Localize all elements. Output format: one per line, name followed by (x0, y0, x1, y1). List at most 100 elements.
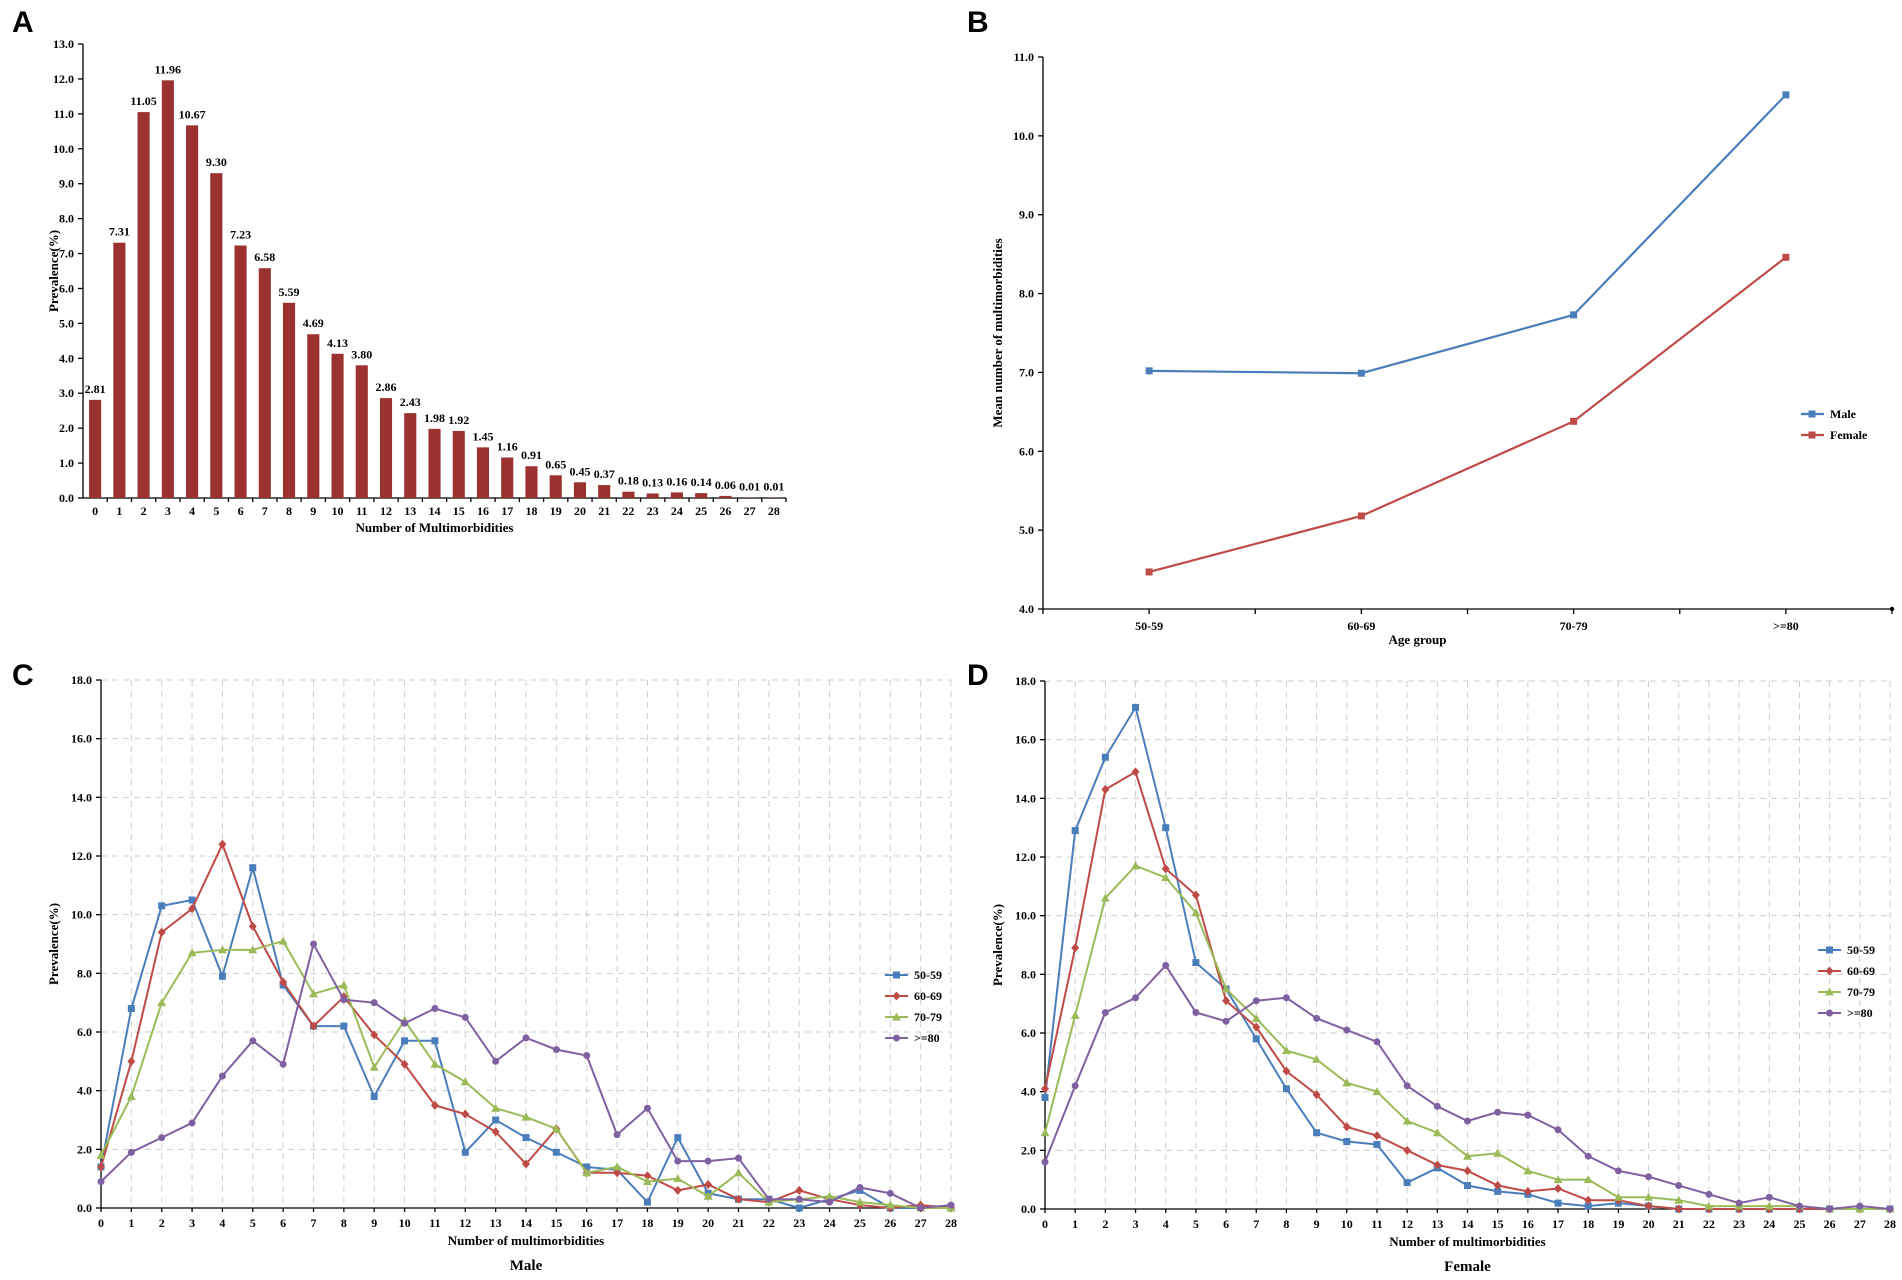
bar-data-label: 0.16 (666, 474, 687, 488)
bar-data-label: 0.06 (715, 478, 736, 492)
x-tick-label: 22 (763, 1216, 775, 1230)
data-point (1131, 861, 1141, 870)
data-point (1554, 1126, 1562, 1134)
data-point (97, 1162, 105, 1172)
y-tick-label: 0.0 (1021, 1202, 1036, 1216)
data-point (218, 972, 226, 980)
y-tick-label: 12.0 (1015, 850, 1036, 864)
bar-data-label: 2.86 (376, 380, 397, 394)
data-point (310, 940, 317, 948)
x-tick-label: 20 (1643, 1217, 1655, 1231)
bar (719, 495, 732, 498)
x-tick-label: 22 (1703, 1217, 1715, 1231)
data-point (1463, 1151, 1472, 1160)
data-point (279, 977, 288, 987)
x-tick-label: 4 (219, 1216, 225, 1230)
data-point (522, 1134, 530, 1142)
data-point (735, 1154, 742, 1162)
bar-data-label: 1.16 (497, 439, 518, 453)
x-tick-label: 15 (550, 1216, 562, 1230)
data-point (1342, 1078, 1352, 1087)
bar-data-label: 5.59 (279, 285, 300, 299)
x-tick-label: 6 (1223, 1217, 1229, 1231)
data-point (217, 945, 227, 954)
bar-data-label: 2.81 (85, 382, 106, 396)
data-point (188, 904, 197, 914)
x-tick-label: 12 (1401, 1217, 1413, 1231)
x-tick-label: 16 (581, 1216, 593, 1230)
data-point (370, 1030, 379, 1040)
data-point (1570, 311, 1578, 319)
data-point (1523, 1166, 1533, 1175)
x-tick-label: 8 (1283, 1217, 1289, 1231)
data-point (430, 1059, 440, 1068)
bar (234, 245, 247, 498)
data-point (1313, 1129, 1321, 1137)
data-point (1373, 1140, 1381, 1148)
data-point (734, 1194, 743, 1204)
x-tick-label: 25 (695, 504, 707, 518)
y-tick-label: 2.0 (77, 1142, 92, 1156)
bar (598, 485, 611, 498)
data-point (1041, 1084, 1049, 1094)
data-point (1584, 1202, 1592, 1210)
bar (695, 493, 708, 498)
x-tick-label: 10 (332, 504, 344, 518)
data-point (1704, 1201, 1714, 1210)
x-tick-label: 10 (1341, 1217, 1353, 1231)
data-point (1145, 568, 1153, 576)
data-point (127, 1005, 135, 1013)
series-line (1148, 256, 1787, 574)
data-point (157, 998, 167, 1007)
x-tick-label: 24 (671, 504, 683, 518)
x-tick-label: 10 (399, 1216, 411, 1230)
y-axis-title: Prevalence(%) (990, 904, 1005, 986)
data-point (1614, 1167, 1622, 1175)
data-point (1313, 1014, 1321, 1022)
data-point (370, 1093, 378, 1101)
data-point (1282, 994, 1290, 1002)
data-point (552, 1046, 560, 1054)
x-tick-label: 1 (128, 1216, 134, 1230)
bar (646, 493, 659, 498)
y-tick-label: 0.0 (77, 1201, 92, 1215)
bar-data-label: 9.30 (206, 155, 227, 169)
data-point (96, 1150, 106, 1159)
data-point (460, 1077, 470, 1086)
y-tick-label: 4.0 (1019, 602, 1034, 616)
data-point (1463, 1166, 1472, 1176)
x-axis-title: Number of multimorbidities (448, 1233, 604, 1248)
data-point (1343, 1026, 1351, 1034)
x-tick-label: 7 (1253, 1217, 1259, 1231)
x-tick-label: 7 (311, 1216, 317, 1230)
bar-data-label: 4.69 (303, 316, 324, 330)
bar (210, 173, 223, 498)
x-tick-label: 11 (356, 504, 367, 518)
data-point (1583, 1175, 1593, 1184)
x-tick-label: 23 (793, 1216, 805, 1230)
data-point (1252, 1035, 1260, 1043)
data-point (1145, 367, 1153, 375)
x-tick-label: 50-59 (1135, 619, 1163, 633)
bar-data-label: 7.23 (230, 228, 251, 242)
x-tick-label: 11 (429, 1216, 440, 1230)
panel-letter-d: D (967, 659, 989, 692)
data-point (673, 1185, 682, 1195)
data-point (613, 1168, 622, 1178)
x-tick-label: 15 (453, 504, 465, 518)
bar-data-label: 10.67 (179, 107, 206, 121)
y-tick-label: 18.0 (71, 673, 92, 687)
legend-label: >=80 (1847, 1006, 1873, 1020)
x-tick-label: 0 (98, 1216, 104, 1230)
x-tick-label: 60-69 (1347, 619, 1375, 633)
data-point (1252, 997, 1260, 1005)
data-point (249, 1037, 257, 1045)
data-point (1071, 827, 1079, 835)
data-point (1070, 1010, 1080, 1019)
data-point (1343, 1138, 1351, 1146)
bar (476, 447, 490, 498)
x-tick-label: 28 (1884, 1217, 1896, 1231)
data-point (1161, 864, 1170, 874)
data-point (1826, 1205, 1834, 1213)
